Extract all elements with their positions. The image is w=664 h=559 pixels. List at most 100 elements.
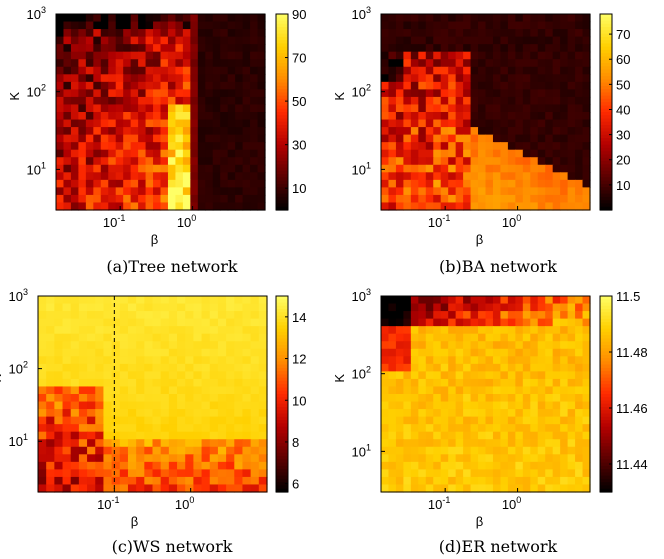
heatmap-cell	[410, 386, 419, 395]
heatmap-cell	[56, 74, 65, 83]
heatmap-cell	[242, 318, 252, 327]
heatmap-cell	[257, 134, 266, 143]
heatmap-cell	[492, 194, 502, 204]
heatmap-cell	[100, 157, 109, 166]
heatmap-cell	[201, 303, 211, 312]
heatmap-cell	[448, 409, 457, 418]
heatmap-cell	[138, 112, 147, 121]
heatmap-cell	[395, 157, 404, 166]
heatmap-cell	[455, 394, 464, 403]
heatmap-cell	[127, 439, 137, 448]
heatmap-cell	[212, 142, 221, 151]
colorbar-tick-label: 30	[292, 138, 306, 153]
heatmap-cell	[433, 341, 442, 350]
heatmap-cell	[220, 202, 229, 211]
heatmap-cell	[530, 386, 539, 395]
heatmap-cell	[485, 142, 494, 151]
heatmap-cell	[153, 96, 162, 106]
heatmap-cell	[182, 44, 191, 53]
heatmap-cell	[127, 371, 137, 380]
heatmap-cell	[119, 409, 129, 418]
heatmap-cell	[522, 89, 531, 98]
heatmap-cell	[177, 378, 186, 388]
heatmap-cell	[168, 439, 178, 448]
heatmap-cell	[403, 119, 412, 128]
colorbar-swatch	[276, 377, 288, 382]
heatmap-cell	[95, 401, 105, 410]
heatmap-cell	[463, 194, 472, 204]
heatmap-cell	[182, 187, 191, 196]
heatmap-cell	[38, 454, 47, 463]
heatmap-cell	[425, 326, 434, 335]
heatmap-cell	[197, 44, 206, 53]
heatmap-cell	[78, 401, 88, 410]
heatmap-cell	[410, 44, 419, 53]
heatmap-cell	[234, 469, 244, 478]
heatmap-cell	[492, 469, 502, 478]
heatmap-cell	[522, 194, 531, 204]
heatmap-cell	[410, 187, 419, 196]
heatmap-cell	[217, 363, 227, 372]
heatmap-cell	[567, 311, 576, 320]
colorbar-tick-label: 60	[616, 52, 630, 67]
heatmap-cell	[403, 14, 412, 23]
heatmap-cell	[537, 14, 546, 23]
heatmap-cell	[575, 59, 584, 68]
heatmap-cell	[205, 119, 214, 128]
heatmap-cell	[492, 187, 502, 196]
heatmap-cell	[537, 296, 546, 305]
colorbar-swatch	[276, 449, 288, 454]
colorbar-swatch	[600, 384, 612, 389]
heatmap-cell	[492, 59, 502, 68]
heatmap-cell	[258, 378, 268, 388]
heatmap-cell	[522, 44, 531, 53]
heatmap-cell	[463, 461, 472, 470]
heatmap-cell	[552, 439, 561, 448]
heatmap-cell	[455, 484, 464, 493]
heatmap-cell	[515, 311, 524, 320]
heatmap-cell	[242, 36, 251, 45]
heatmap-cell	[455, 119, 464, 128]
heatmap-cell	[160, 44, 169, 53]
heatmap-cell	[485, 311, 494, 320]
heatmap-cell	[257, 36, 266, 45]
colorbar-tick-label: 10	[616, 178, 630, 193]
heatmap-cell	[575, 333, 584, 342]
heatmap-cell	[136, 469, 145, 478]
heatmap-cell	[440, 303, 449, 312]
heatmap-cell	[190, 36, 199, 45]
heatmap-cell	[522, 172, 531, 181]
heatmap-cell	[395, 134, 404, 143]
heatmap-cell	[167, 187, 177, 196]
colorbar-tick-label: 70	[292, 51, 306, 66]
heatmap-cell	[78, 119, 87, 128]
heatmap-cell	[54, 333, 64, 342]
heatmap-cell	[250, 21, 259, 30]
heatmap-cell	[123, 179, 132, 188]
heatmap-cell	[552, 296, 561, 305]
heatmap-cell	[522, 439, 531, 448]
heatmap-cell	[258, 356, 268, 365]
heatmap-cell	[63, 81, 72, 90]
heatmap-cell	[485, 303, 494, 312]
heatmap-cell	[153, 81, 162, 90]
heatmap-cell	[153, 59, 162, 68]
heatmap-cell	[197, 104, 206, 113]
heatmap-cell	[160, 21, 169, 30]
heatmap-cell	[103, 303, 113, 312]
heatmap-cell	[567, 89, 576, 98]
colorbar-swatch	[276, 66, 288, 71]
heatmap-cell	[545, 446, 554, 455]
heatmap-cell	[152, 333, 162, 342]
colorbar-swatch	[276, 121, 288, 126]
heatmap-cell	[463, 59, 472, 68]
heatmap-cell	[119, 446, 129, 455]
heatmap-cell	[575, 89, 584, 98]
heatmap-cell	[395, 194, 404, 204]
heatmap-cell	[62, 476, 72, 486]
heatmap-cell	[388, 112, 397, 121]
heatmap-cell	[425, 149, 434, 158]
heatmap-cell	[78, 333, 88, 342]
heatmap-cell	[433, 363, 442, 372]
heatmap-cell	[46, 394, 55, 403]
